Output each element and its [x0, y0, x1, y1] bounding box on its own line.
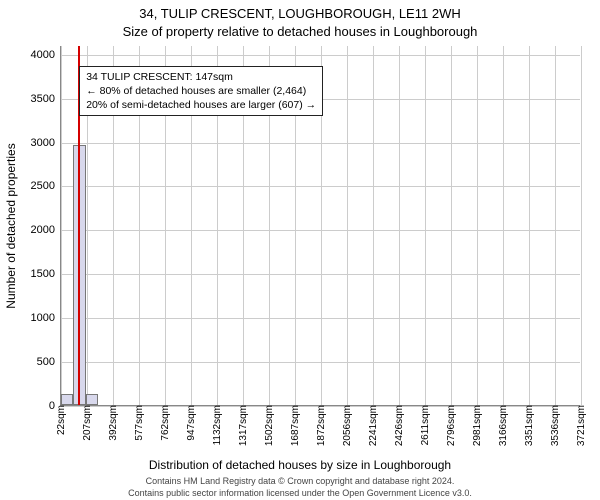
x-tick-label: 1317sqm	[238, 405, 249, 446]
gridline-v	[347, 46, 348, 405]
plot-area: 0500100015002000250030003500400022sqm207…	[60, 46, 580, 406]
x-tick-label: 577sqm	[134, 405, 145, 441]
annotation-line1: 34 TULIP CRESCENT: 147sqm	[86, 70, 316, 84]
annotation-line3: 20% of semi-detached houses are larger (…	[86, 98, 316, 112]
gridline-v	[373, 46, 374, 405]
gridline-v	[61, 46, 62, 405]
y-tick-label: 1000	[5, 312, 55, 324]
x-tick-label: 22sqm	[56, 405, 67, 435]
gridline-v	[477, 46, 478, 405]
x-tick-label: 2241sqm	[368, 405, 379, 446]
y-tick-label: 2000	[5, 224, 55, 236]
y-tick-label: 0	[5, 400, 55, 412]
bar	[61, 394, 73, 405]
x-tick-label: 3351sqm	[524, 405, 535, 446]
x-tick-label: 2426sqm	[394, 405, 405, 446]
x-tick-label: 1872sqm	[316, 405, 327, 446]
x-tick-label: 947sqm	[186, 405, 197, 441]
gridline-v	[555, 46, 556, 405]
footer-line2: Contains public sector information licen…	[0, 488, 600, 498]
x-tick-label: 2981sqm	[472, 405, 483, 446]
gridline-v	[581, 46, 582, 405]
chart-title-line1: 34, TULIP CRESCENT, LOUGHBOROUGH, LE11 2…	[0, 6, 600, 21]
y-tick-label: 4000	[5, 49, 55, 61]
annotation-box: 34 TULIP CRESCENT: 147sqm ← 80% of detac…	[79, 66, 323, 117]
gridline-v	[451, 46, 452, 405]
x-axis-label: Distribution of detached houses by size …	[0, 458, 600, 472]
bar	[86, 394, 98, 405]
y-tick-label: 2500	[5, 180, 55, 192]
x-tick-label: 1687sqm	[290, 405, 301, 446]
x-tick-label: 1132sqm	[212, 405, 223, 445]
y-tick-label: 500	[5, 356, 55, 368]
x-tick-label: 2611sqm	[420, 405, 431, 445]
x-tick-label: 3166sqm	[498, 405, 509, 446]
gridline-v	[399, 46, 400, 405]
gridline-v	[529, 46, 530, 405]
x-tick-label: 762sqm	[160, 405, 171, 441]
x-tick-label: 2796sqm	[446, 405, 457, 446]
gridline-v	[425, 46, 426, 405]
annotation-line2: ← 80% of detached houses are smaller (2,…	[86, 84, 316, 98]
x-tick-label: 3721sqm	[576, 405, 587, 446]
y-tick-label: 3500	[5, 93, 55, 105]
x-tick-label: 2056sqm	[342, 405, 353, 446]
y-tick-label: 1500	[5, 268, 55, 280]
y-tick-label: 3000	[5, 137, 55, 149]
x-tick-label: 207sqm	[82, 405, 93, 441]
chart-title-line2: Size of property relative to detached ho…	[0, 24, 600, 39]
x-tick-label: 3536sqm	[550, 405, 561, 446]
footer-line1: Contains HM Land Registry data © Crown c…	[0, 476, 600, 486]
gridline-v	[503, 46, 504, 405]
x-tick-label: 1502sqm	[264, 405, 275, 446]
x-tick-label: 392sqm	[108, 405, 119, 441]
chart-container: 34, TULIP CRESCENT, LOUGHBOROUGH, LE11 2…	[0, 0, 600, 500]
